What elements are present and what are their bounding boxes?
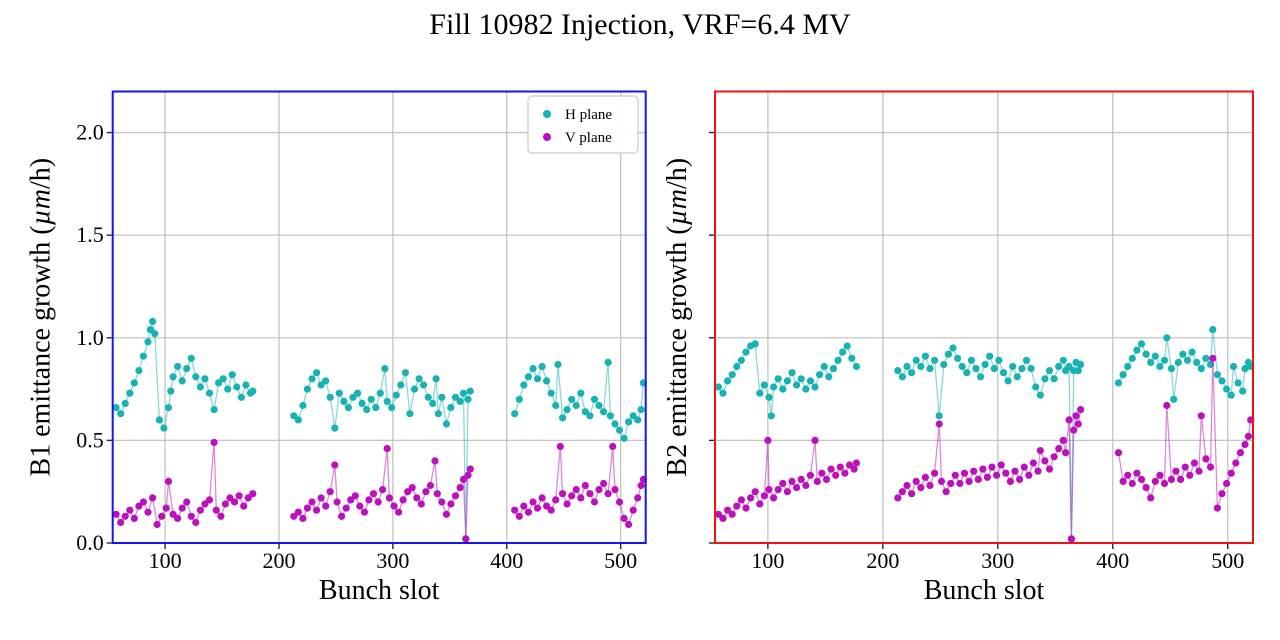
y-tick-label: 2.0 xyxy=(76,120,104,145)
ticks: 100 200 300 400 500 0.0 0.5 1.0 1.5 2.0 xyxy=(76,120,637,573)
y-tick-label: 1.0 xyxy=(76,325,104,350)
y-tick-label: 0.0 xyxy=(76,530,104,555)
x-tick-label: 300 xyxy=(376,548,409,573)
legend-label: H plane xyxy=(565,107,612,123)
legend-marker-v-plane xyxy=(543,133,551,141)
x-axis-label: Bunch slot xyxy=(924,575,1045,606)
y-axis-label: B2 emittance growth (µm/h) xyxy=(662,158,693,477)
x-tick-label: 400 xyxy=(490,548,523,573)
y-tick-label: 0.5 xyxy=(76,427,104,452)
series-h-plane xyxy=(112,317,648,543)
x-tick-label: 200 xyxy=(262,548,295,573)
series-v-plane xyxy=(714,354,1255,543)
x-tick-label: 100 xyxy=(149,548,182,573)
x-tick-label: 300 xyxy=(981,548,1014,573)
x-tick-label: 100 xyxy=(751,548,784,573)
series-v-plane xyxy=(112,438,648,543)
legend-label: V plane xyxy=(565,130,612,146)
y-axis-label: B1 emittance growth (µm/h) xyxy=(26,158,57,477)
plot-b1: 100 200 300 400 500 0.0 0.5 1.0 1.5 2.0 Bunch slot… xyxy=(26,90,648,606)
gridlines xyxy=(715,91,1253,544)
y-tick-label: 1.5 xyxy=(76,222,104,247)
x-tick-label: 400 xyxy=(1096,548,1129,573)
legend: H plane V plane xyxy=(527,95,639,154)
plot-b2: 100 200 300 400 500 Bunch slot B2 emittance gr… xyxy=(662,90,1255,606)
x-axis-label: Bunch slot xyxy=(319,575,440,606)
axes-spines xyxy=(714,90,1254,544)
figure-title: Fill 10982 Injection, VRF=6.4 MV xyxy=(429,8,851,41)
axes-spines xyxy=(111,90,647,544)
x-tick-label: 500 xyxy=(1211,548,1244,573)
x-tick-label: 500 xyxy=(604,548,637,573)
ticks: 100 200 300 400 500 xyxy=(709,131,1244,573)
x-tick-label: 200 xyxy=(866,548,899,573)
legend-marker-h-plane xyxy=(543,110,551,118)
series-h-plane xyxy=(714,326,1255,543)
gridlines xyxy=(112,91,646,544)
